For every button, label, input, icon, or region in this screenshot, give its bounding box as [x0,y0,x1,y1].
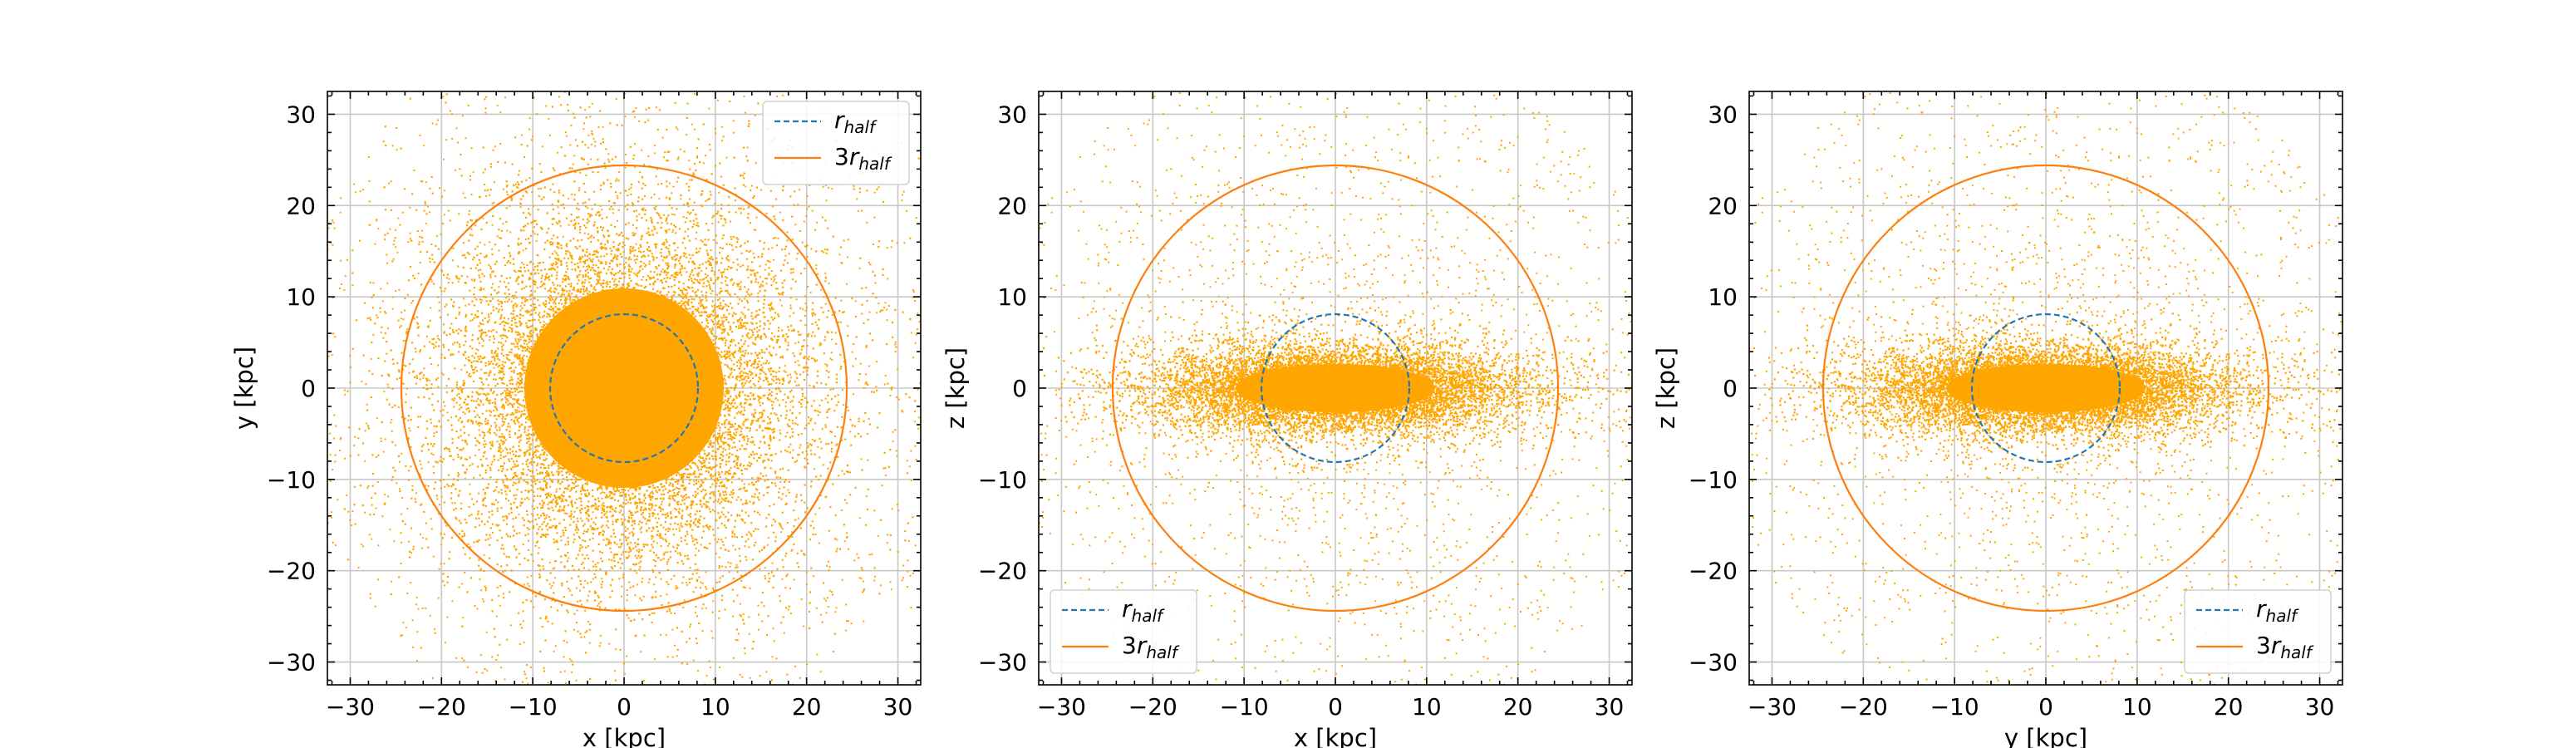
y-axis-label: y [kpc] [230,347,258,430]
panel-2: −30 −20 −10 0 10 20 30 −30 −20 −10 0 10 20 30 x [kpc] z… [941,91,1633,748]
legend-label-rhalf: rhalf [2256,595,2299,626]
y-tick-label: 10 [997,283,1027,311]
y-axis-label: z [kpc] [1652,347,1680,429]
y-tick-label: −20 [1689,558,1738,585]
x-tick-label: 10 [1412,693,1442,721]
legend: rhalf 3rhalf [762,101,910,185]
y-tick-label: −30 [1689,649,1738,677]
x-tick-label: −30 [1037,693,1086,721]
x-tick-label: 30 [2305,693,2335,721]
x-tick-label: −20 [1839,693,1888,721]
x-tick-label: −10 [1930,693,1979,721]
circle-rhalf [1260,312,1411,464]
ticks [1039,91,1632,685]
particle-core [1945,363,2146,413]
x-tick-label: 0 [617,693,632,721]
x-tick-label: 0 [2038,693,2053,721]
x-axis-label: x [kpc] [583,724,666,748]
legend-label-rhalf: rhalf [834,106,878,137]
y-tick-label: −20 [267,558,316,585]
y-tick-label: 30 [286,101,316,128]
y-tick-label: 10 [1708,283,1738,311]
circle-rhalf [1970,312,2121,464]
x-tick-label: −30 [1748,693,1797,721]
y-tick-label: 10 [286,283,316,311]
x-tick-label: −10 [509,693,558,721]
particle-core [1235,363,1436,413]
x-tick-label: 20 [2214,693,2244,721]
ticks [1749,91,2342,685]
y-tick-label: 20 [1708,192,1738,219]
y-tick-label: −30 [978,649,1027,677]
circle-3rhalf [1821,164,2270,613]
x-tick-label: 30 [883,693,913,721]
x-tick-label: −30 [326,693,375,721]
legend-label-3rhalf: 3rhalf [1122,632,1180,662]
circle-3rhalf [400,164,848,613]
legend-label-rhalf: rhalf [1122,595,1165,626]
x-tick-label: 20 [792,693,822,721]
x-tick-label: 10 [701,693,730,721]
x-tick-label: 0 [1328,693,1343,721]
legend-label-3rhalf: 3rhalf [834,143,892,174]
panel-1: −30 −20 −10 0 10 20 30 −30 −20 −10 0 10 20 30 x [kpc] y… [230,91,922,748]
y-tick-label: 20 [997,192,1027,219]
particles [1039,91,1632,685]
x-tick-label: 30 [1595,693,1625,721]
x-tick-label: −20 [1128,693,1177,721]
y-tick-label: −10 [978,466,1027,494]
y-tick-label: −10 [267,466,316,494]
x-axis-label: x [kpc] [1294,724,1377,748]
y-tick-label: 0 [1723,375,1738,402]
y-tick-label: 30 [1708,101,1738,128]
y-tick-label: −30 [267,649,316,677]
legend: rhalf 3rhalf [2184,589,2332,674]
legend-label-3rhalf: 3rhalf [2256,632,2314,662]
y-tick-label: −10 [1689,466,1738,494]
y-tick-label: −20 [978,558,1027,585]
legend-box [762,101,910,185]
y-tick-label: 20 [286,192,316,219]
particle-core [524,288,725,489]
x-tick-label: 20 [1503,693,1533,721]
particles [327,91,921,685]
y-axis-label: z [kpc] [941,347,970,429]
y-tick-label: 30 [997,101,1027,128]
particles [1749,91,2342,685]
ticks [327,91,921,685]
legend: rhalf 3rhalf [1050,589,1197,674]
legend-box [2184,589,2332,674]
y-tick-label: 0 [301,375,316,402]
x-axis-label: y [kpc] [2004,724,2087,748]
panel-3: −30 −20 −10 0 10 20 30 −30 −20 −10 0 10 20 30 y [kpc] z… [1652,91,2343,748]
circle-3rhalf [1111,164,1560,613]
legend-box [1050,589,1197,674]
x-tick-label: −10 [1220,693,1269,721]
x-tick-label: −20 [417,693,466,721]
circle-rhalf [548,312,700,464]
y-tick-label: 0 [1012,375,1027,402]
x-tick-label: 10 [2122,693,2152,721]
